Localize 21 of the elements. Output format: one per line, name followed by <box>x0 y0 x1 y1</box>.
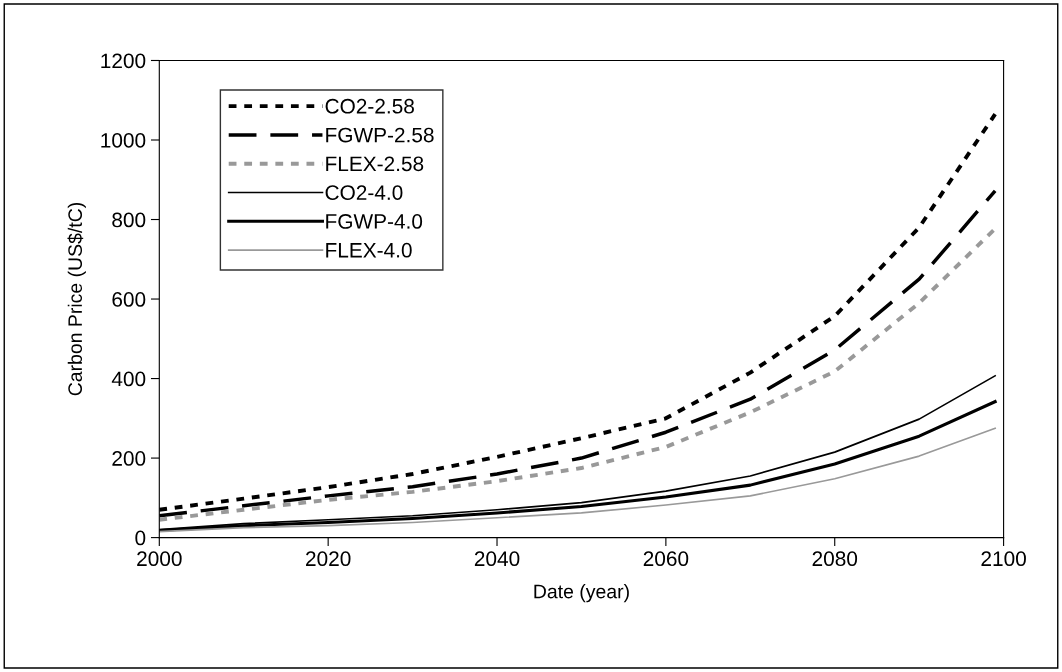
x-tick-label: 2000 <box>137 551 182 567</box>
x-tick-label: 2080 <box>812 551 858 567</box>
x-tick-label: 2020 <box>306 551 351 567</box>
y-tick-label: 800 <box>112 212 146 228</box>
x-tick-label: 2100 <box>981 551 1026 567</box>
y-tick-label: 0 <box>135 530 146 546</box>
legend-label: CO2-2.58 <box>325 98 414 114</box>
x-tick-label: 2060 <box>643 551 689 567</box>
legend-label: FGWP-4.0 <box>326 214 423 229</box>
x-tick-label: 2040 <box>474 551 520 567</box>
y-tick-label: 600 <box>112 292 146 307</box>
y-tick-label: 1000 <box>101 133 146 148</box>
y-tick-label: 400 <box>111 371 146 387</box>
legend-label: FLEX-4.0 <box>326 242 412 258</box>
y-tick-label: 200 <box>112 451 146 466</box>
y-tick-label: 1200 <box>101 53 146 69</box>
x-axis-title: Date (year) <box>534 584 629 603</box>
legend-label: CO2-4.0 <box>325 185 403 200</box>
legend-label: FLEX-2.58 <box>326 156 424 172</box>
legend-label: FGWP-2.58 <box>326 127 434 143</box>
y-axis-title: Carbon Price (US$/tC) <box>67 202 86 396</box>
